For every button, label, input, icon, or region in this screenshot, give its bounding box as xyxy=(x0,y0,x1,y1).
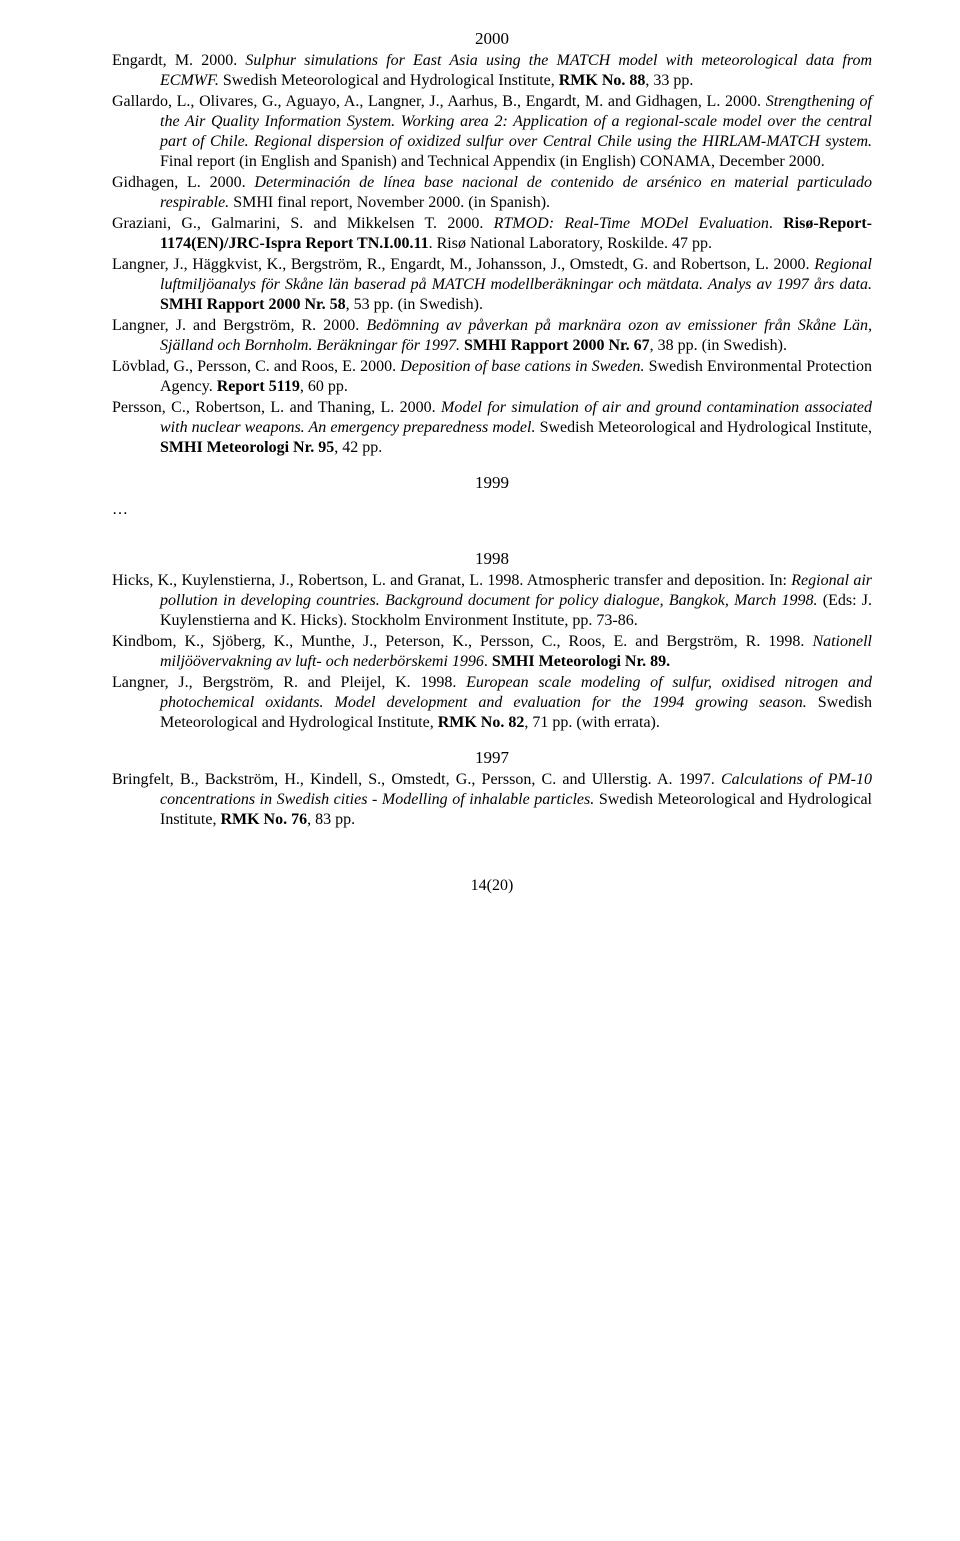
entry-source: SMHI Meteorologi Nr. 89. xyxy=(492,653,670,670)
bibliography-entry: Engardt, M. 2000. Sulphur simulations fo… xyxy=(112,51,872,91)
entry-tail: , 71 pp. (with errata). xyxy=(524,714,660,731)
entry-tail: . Risø National Laboratory, Roskilde. 47… xyxy=(429,235,712,252)
entry-source: SMHI Rapport 2000 Nr. 58 xyxy=(160,296,346,313)
entry-tail: , 42 pp. xyxy=(334,439,382,456)
bibliography-entry: Persson, C., Robertson, L. and Thaning, … xyxy=(112,398,872,458)
entry-text: Swedish Meteorological and Hydrological … xyxy=(535,419,872,436)
entry-authors: Graziani, G., Galmarini, S. and Mikkelse… xyxy=(112,215,494,232)
entry-tail: , 60 pp. xyxy=(300,378,348,395)
entry-source: SMHI Meteorologi Nr. 95 xyxy=(160,439,334,456)
entry-title: Deposition of base cations in Sweden. xyxy=(400,358,644,375)
bibliography-entry: Hicks, K., Kuylenstierna, J., Robertson,… xyxy=(112,571,872,631)
bibliography-entry: Langner, J., Häggkvist, K., Bergström, R… xyxy=(112,255,872,315)
entry-authors: Engardt, M. 2000. xyxy=(112,52,245,69)
ellipsis: … xyxy=(112,500,872,520)
entry-text: . xyxy=(484,653,492,670)
year-heading-1998: 1998 xyxy=(112,548,872,569)
entry-tail: , 33 pp. xyxy=(645,72,693,89)
entry-authors: Langner, J. and Bergström, R. 2000. xyxy=(112,317,366,334)
bibliography-entry: Gallardo, L., Olivares, G., Aguayo, A., … xyxy=(112,92,872,172)
year-heading-1999: 1999 xyxy=(112,472,872,493)
entry-tail: , 83 pp. xyxy=(307,811,355,828)
bibliography-entry: Langner, J., Bergström, R. and Pleijel, … xyxy=(112,673,872,733)
bibliography-entry: Lövblad, G., Persson, C. and Roos, E. 20… xyxy=(112,357,872,397)
entry-authors: Langner, J., Häggkvist, K., Bergström, R… xyxy=(112,256,814,273)
entry-text: . xyxy=(769,215,783,232)
bibliography-entry: Graziani, G., Galmarini, S. and Mikkelse… xyxy=(112,214,872,254)
year-heading-2000: 2000 xyxy=(112,28,872,49)
page-number: 14(20) xyxy=(112,876,872,896)
entry-tail: Final report (in English and Spanish) an… xyxy=(160,153,825,170)
bibliography-entry: Langner, J. and Bergström, R. 2000. Bedö… xyxy=(112,316,872,356)
entry-source: RMK No. 88 xyxy=(559,72,646,89)
entry-text: Swedish Meteorological and Hydrological … xyxy=(219,72,559,89)
entry-authors: Lövblad, G., Persson, C. and Roos, E. 20… xyxy=(112,358,400,375)
entry-source: RMK No. 82 xyxy=(438,714,525,731)
entry-source: RMK No. 76 xyxy=(220,811,307,828)
bibliography-entry: Gidhagen, L. 2000. Determinación de líne… xyxy=(112,173,872,213)
entry-authors: Gallardo, L., Olivares, G., Aguayo, A., … xyxy=(112,93,766,110)
entry-authors: Bringfelt, B., Backström, H., Kindell, S… xyxy=(112,771,721,788)
year-heading-1997: 1997 xyxy=(112,747,872,768)
entry-authors: Gidhagen, L. 2000. xyxy=(112,174,254,191)
entry-tail: SMHI final report, November 2000. (in Sp… xyxy=(229,194,550,211)
entry-authors: Persson, C., Robertson, L. and Thaning, … xyxy=(112,399,441,416)
entry-title: RTMOD: Real-Time MODel Evaluation xyxy=(494,215,769,232)
entry-source: Report 5119 xyxy=(217,378,300,395)
entry-authors: Hicks, K., Kuylenstierna, J., Robertson,… xyxy=(112,572,791,589)
entry-tail: , 38 pp. (in Swedish). xyxy=(650,337,787,354)
bibliography-entry: Bringfelt, B., Backström, H., Kindell, S… xyxy=(112,770,872,830)
bibliography-entry: Kindbom, K., Sjöberg, K., Munthe, J., Pe… xyxy=(112,632,872,672)
entry-tail: , 53 pp. (in Swedish). xyxy=(346,296,483,313)
entry-source: SMHI Rapport 2000 Nr. 67 xyxy=(464,337,650,354)
entry-authors: Kindbom, K., Sjöberg, K., Munthe, J., Pe… xyxy=(112,633,812,650)
entry-authors: Langner, J., Bergström, R. and Pleijel, … xyxy=(112,674,466,691)
